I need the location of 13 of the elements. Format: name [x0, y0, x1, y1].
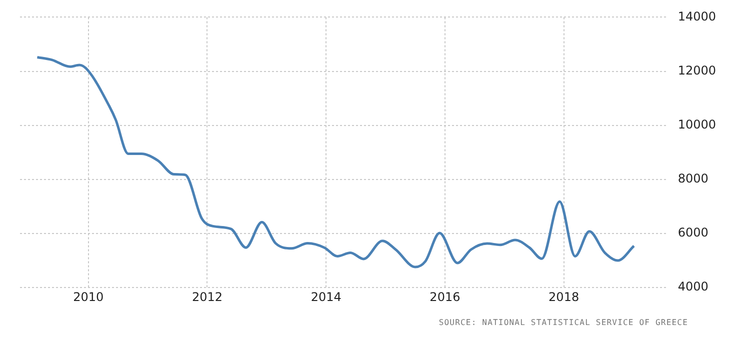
line-series: [36, 56, 636, 268]
x-tick-label: 2016: [430, 290, 460, 304]
y-tick-label: 14000: [678, 9, 716, 24]
y-tick-label: 8000: [678, 172, 708, 186]
x-tick-label: 2010: [73, 290, 104, 304]
y-tick-label: 4000: [678, 280, 708, 294]
y-tick-label: 6000: [678, 226, 708, 240]
x-tick-label: 2018: [548, 290, 580, 304]
x-tick-label: 2012: [192, 290, 222, 304]
source-note: SOURCE: NATIONAL STATISTICAL SERVICE OF GREECE: [438, 318, 688, 327]
y-tick-label: 12000: [678, 63, 716, 78]
y-tick-label: 10000: [678, 117, 716, 132]
x-tick-label: 2014: [310, 290, 342, 304]
